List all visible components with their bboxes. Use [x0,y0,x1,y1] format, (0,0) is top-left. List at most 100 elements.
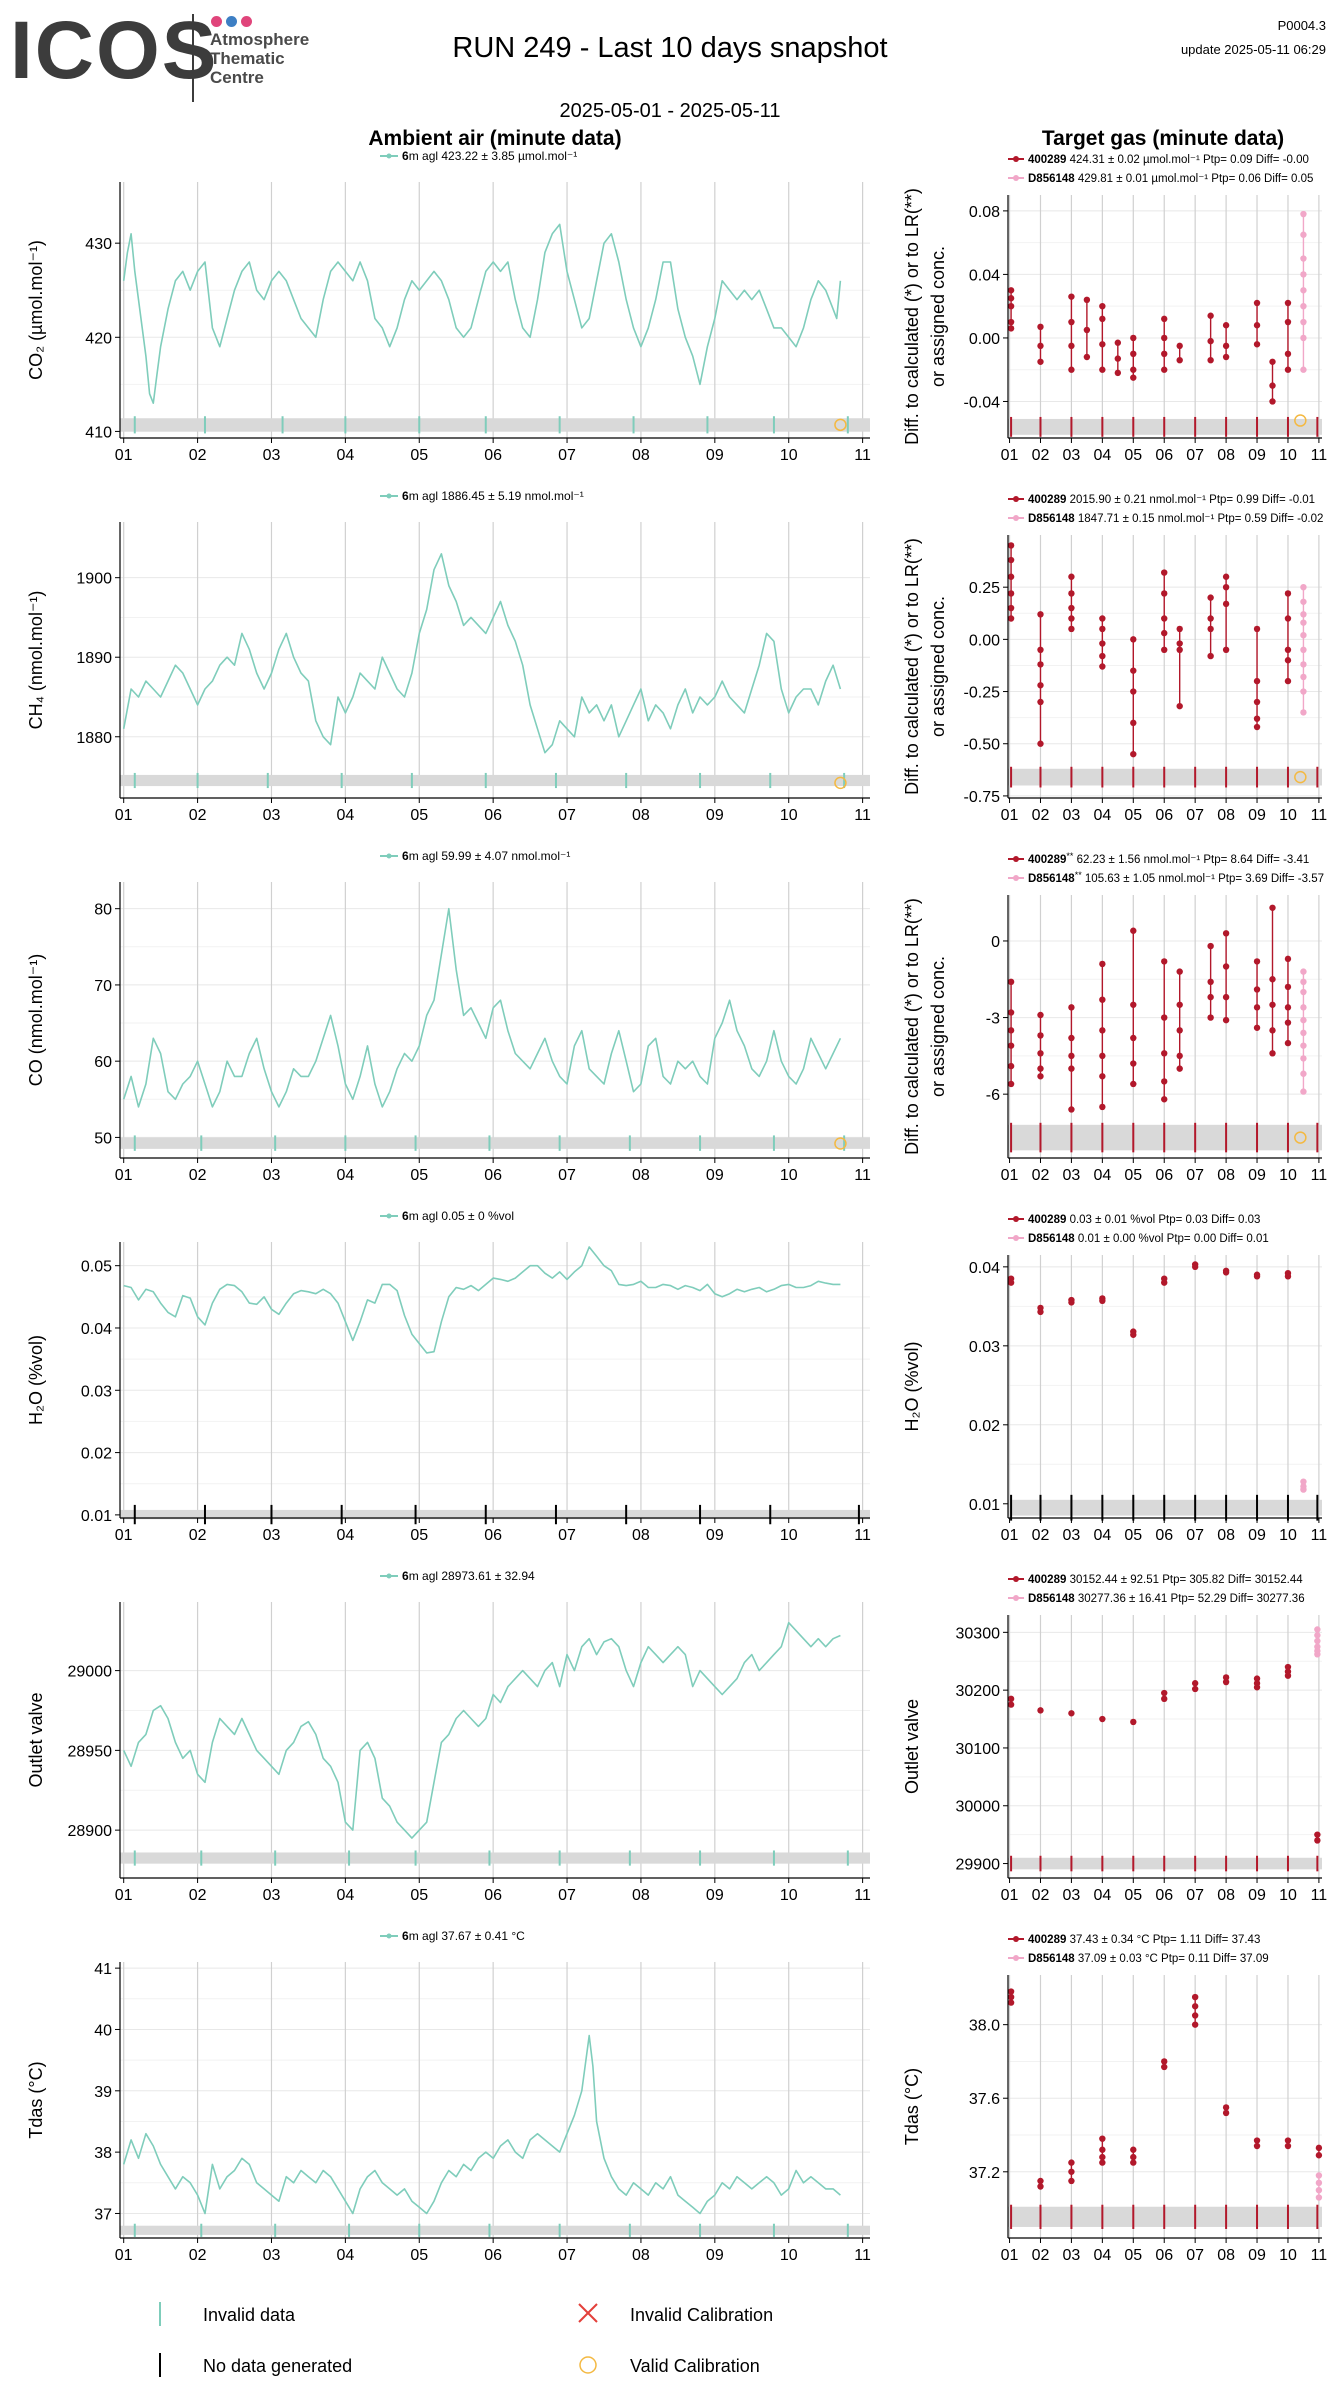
status-band [120,1509,870,1520]
invalid-calibration-swatch [578,2303,598,2323]
data-point [1068,1034,1075,1042]
data-point [1300,1042,1307,1049]
data-point [1037,740,1044,747]
legend-label: 6m agl 0.05 ± 0 %vol [402,1209,514,1223]
x-tick-label: 04 [1093,807,1111,824]
data-point [1099,302,1106,310]
data-point [1284,350,1292,358]
data-point [1007,1999,1015,2006]
y-axis-label: Outlet valve [26,1692,46,1787]
data-point [1130,636,1137,643]
logo-subtitle: Atmosphere Thematic Centre [210,30,309,87]
x-tick-label: 04 [1093,1887,1111,1904]
status-band [120,1137,870,1149]
plot-area [120,1962,870,2238]
data-point [1007,325,1015,332]
data-point [1068,1065,1075,1072]
x-tick-label: 05 [1124,1887,1142,1904]
x-tick-label: 04 [336,1167,354,1184]
x-tick-label: 05 [410,1527,428,1544]
icos-logo: ICOS [10,5,219,96]
data-point [1315,2186,1323,2194]
data-point [1207,978,1214,986]
x-tick-label: 09 [1248,1167,1266,1184]
data-point [1253,698,1261,706]
data-point [1300,1016,1307,1024]
data-point [1300,231,1307,238]
legend-label: 400289 424.31 ± 0.02 µmol.mol⁻¹ Ptp= 0.0… [1028,154,1309,166]
x-tick-label: 11 [1311,1887,1328,1904]
legend-swatch-dot [1013,1595,1019,1601]
data-point [1068,2168,1075,2175]
data-point [1253,1675,1261,1682]
data-point [1037,682,1044,689]
y-tick-label: 30000 [956,1799,1001,1816]
x-tick-label: 03 [1063,1527,1081,1544]
data-point [1300,1486,1307,1493]
y-tick-label: 0.02 [969,1418,1000,1435]
data-point [1207,356,1214,364]
legend-label: 6m agl 28973.61 ± 32.94 [402,1569,535,1583]
ch4-target-chart: -0.75 -0.50 -0.25 0.00 0.25 01 02 03 04 05 06 07 08 0… [902,494,1327,824]
data-point [1114,369,1122,377]
x-tick-label: 07 [558,807,576,824]
data-point [1284,1004,1292,1011]
data-point [1314,1626,1321,1633]
data-point [1253,715,1261,722]
x-tick-label: 05 [1124,1527,1142,1544]
y-tick-label: 38 [94,2145,112,2162]
x-tick-label: 08 [632,1167,650,1184]
data-point [1191,2021,1199,2028]
data-point [1269,1027,1276,1034]
data-point [1037,2183,1044,2190]
data-point [1037,1308,1044,1316]
data-point [1300,619,1307,626]
y-tick-label: 430 [85,236,112,253]
data-point [1007,1279,1015,1286]
x-tick-label: 08 [1217,1167,1235,1184]
update-timestamp: update 2025-05-11 06:29 [1180,42,1326,57]
data-point [1007,615,1015,622]
y-tick-label: 30200 [956,1683,1001,1700]
data-point [1099,1715,1106,1723]
logo-divider [192,14,194,102]
x-tick-label: 08 [1217,447,1235,464]
data-point [1114,355,1122,362]
data-point [1130,927,1137,934]
x-tick-label: 08 [632,447,650,464]
y-tick-label: -0.75 [964,789,1001,806]
data-point [1269,398,1276,405]
data-point [1222,600,1230,608]
data-point [1315,2172,1323,2179]
y-tick-label: 37.6 [969,2091,1000,2108]
x-tick-label: 11 [1311,1167,1328,1184]
y-tick-label: 0.00 [969,331,1000,348]
x-tick-label: 06 [1155,1887,1173,1904]
plot-area [120,522,870,798]
data-point [1130,2146,1137,2153]
data-point [1269,1001,1276,1008]
x-tick-label: 02 [189,2247,207,2264]
outlet-ambient-chart: 28900 28950 29000 01 02 03 04 05 06 07 08 09 10 11 Out… [26,1569,871,1904]
data-point [1269,976,1276,983]
data-point [1130,366,1137,373]
data-point [1300,271,1307,278]
data-point [1007,1062,1015,1070]
data-point [1068,590,1075,597]
data-point [1300,611,1307,618]
data-point [1300,661,1307,668]
x-tick-label: 05 [1124,1167,1142,1184]
page-title: RUN 249 - Last 10 days snapshot [452,32,888,64]
legend-label: D856148** 105.63 ± 1.05 nmol.mol⁻¹ Ptp= … [1028,870,1324,885]
data-point [1300,688,1307,695]
plot-area [120,1602,870,1878]
data-point [1207,594,1214,601]
data-point [1300,1029,1307,1037]
data-point [1099,625,1106,633]
data-point [1007,573,1015,580]
valid-calibration-marker [834,776,847,790]
x-tick-label: 11 [854,1527,871,1544]
x-tick-label: 08 [632,2247,650,2264]
data-point [1037,1011,1044,1019]
y-axis-label: CH₄ (nmol.mol⁻¹) [26,591,46,730]
